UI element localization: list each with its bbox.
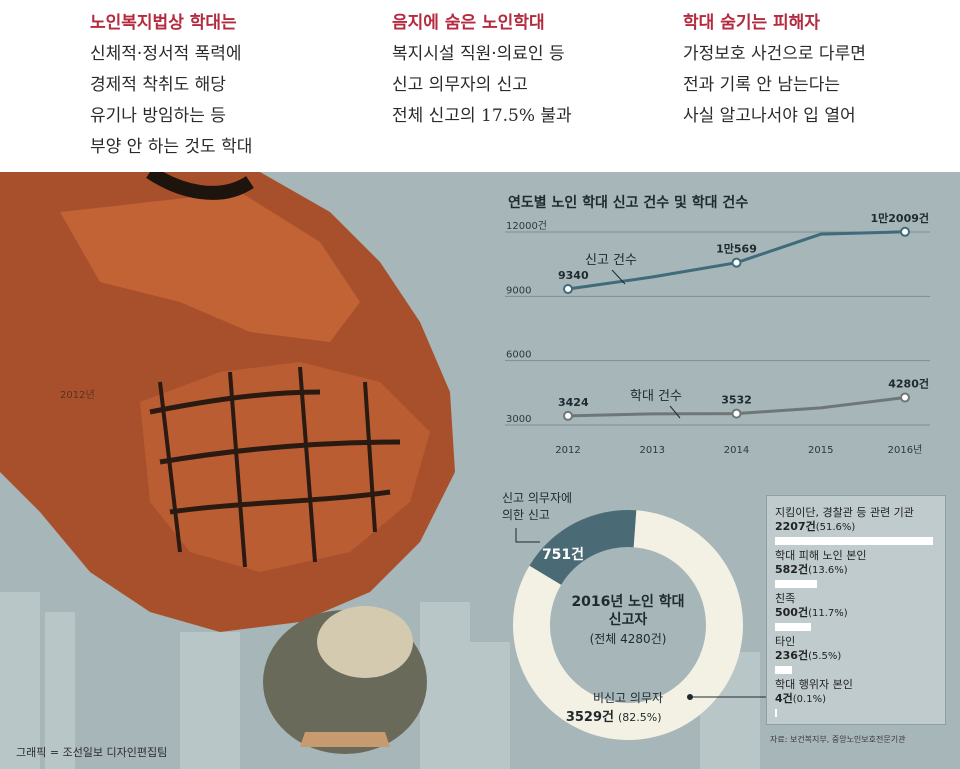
donut-slice	[529, 509, 637, 585]
column-line: 사실 알고나서야 입 열어	[683, 106, 856, 126]
y-tick-label: 12000건	[506, 220, 547, 232]
legend-bar	[775, 537, 933, 545]
legend-bar	[775, 709, 777, 717]
donut-slices	[513, 509, 743, 740]
legend-bar	[775, 623, 811, 631]
line-chart-title: 연도별 노인 학대 신고 건수 및 학대 건수	[508, 194, 748, 211]
legend-bar	[775, 580, 817, 588]
slice-value-nonreporter: 3529건	[566, 709, 614, 725]
header-column-2: 음지에 숨은 노인학대 복지시설 직원·의료인 등 신고 의무자의 신고 전체 …	[392, 8, 572, 132]
x-tick-labels: 2012 2013 2014 2015 2016년	[555, 444, 922, 456]
legend-item: 학대 피해 노인 본인 582건(13.6%)	[775, 549, 866, 578]
data-point	[731, 408, 742, 419]
column-title: 노인복지법상 학대는	[90, 13, 237, 33]
slice-name-reporter-line2: 의한 신고	[502, 508, 550, 522]
data-points	[563, 226, 910, 421]
data-label: 3532	[721, 394, 752, 407]
legend-item-name: 학대 행위자 본인	[775, 678, 853, 691]
series-name-reports: 신고 건수	[585, 253, 637, 268]
data-label: 4280건	[888, 377, 929, 391]
column-line: 복지시설 직원·의료인 등	[392, 44, 565, 64]
y-tick-label: 6000	[506, 350, 531, 361]
legend-item-name: 지킴이단, 경찰관 등 관련 기관	[775, 506, 914, 519]
header-column-1: 노인복지법상 학대는 신체적·정서적 폭력에 경제적 착취도 해당 유기나 방임…	[90, 8, 252, 163]
data-label: 1만2009건	[870, 211, 929, 225]
data-label: 1만569	[716, 242, 757, 256]
illustration: 2012년 연도별 노인 학대 신고 건수 및 학대 건수 12000건 9000…	[0, 172, 930, 769]
y-tick-label: 9000	[506, 285, 531, 296]
column-line: 부양 안 하는 것도 학대	[90, 137, 253, 157]
graphic-credit: 그래픽 = 조선일보 디자인편집팀	[16, 746, 168, 759]
column-line: 전체 신고의 17.5% 불과	[392, 106, 572, 126]
legend-item: 타인 236건(5.5%)	[775, 635, 841, 664]
column-line: 전과 기록 안 남는다는	[683, 75, 840, 95]
data-point	[563, 410, 573, 421]
infographic-panel: 2012년 연도별 노인 학대 신고 건수 및 학대 건수 12000건 9000…	[0, 172, 960, 769]
x-tick-label: 2013	[640, 445, 665, 456]
breakdown-legend: 지킴이단, 경찰관 등 관련 기관 2207건(51.6%) 학대 피해 노인 본인…	[766, 495, 946, 725]
source-note: 자료: 보건복지부, 중앙노인보호전문기관	[770, 735, 906, 744]
slice-pct-nonreporter: (82.5%)	[618, 711, 662, 724]
callout-line	[669, 405, 681, 419]
column-title: 음지에 숨은 노인학대	[392, 13, 545, 33]
legend-item-value: 582건(13.6%)	[775, 563, 848, 576]
slice-label-reporter: 751건	[542, 546, 584, 563]
donut-subtitle: (전체 4280건)	[590, 632, 667, 646]
legend-item: 지킴이단, 경찰관 등 관련 기관 2207건(51.6%)	[775, 506, 914, 535]
slice-name-reporter-line1: 신고 의무자에	[502, 491, 572, 505]
donut-slice	[513, 510, 743, 740]
data-point	[900, 226, 910, 237]
reporter-leader-line	[515, 528, 540, 543]
leader-dot	[687, 694, 693, 700]
legend-item-name: 학대 피해 노인 본인	[775, 549, 867, 562]
x-tick-label: 2014	[724, 445, 749, 456]
legend-item-name: 친족	[775, 592, 796, 605]
y-tick-labels: 12000건 9000 6000 3000	[506, 220, 547, 425]
donut-title-line1: 2016년 노인 학대	[571, 593, 684, 610]
column-line: 가정보호 사건으로 다루면	[683, 44, 866, 64]
slice-name-nonreporter: 비신고 의무자	[593, 691, 663, 705]
column-line: 유기나 방임하는 등	[90, 106, 226, 126]
legend-item-value: 500건(11.7%)	[775, 606, 848, 619]
column-line: 신체적·정서적 폭력에	[90, 44, 242, 64]
data-point	[900, 392, 910, 403]
legend-item: 친족 500건(11.7%)	[775, 592, 848, 621]
legend-item-name: 타인	[775, 635, 796, 648]
series-name-abuse: 학대 건수	[630, 389, 682, 404]
skyline-illustration	[0, 592, 760, 769]
data-label: 3424	[558, 396, 589, 409]
data-point	[563, 284, 573, 295]
header-column-3: 학대 숨기는 피해자 가정보호 사건으로 다루면 전과 기록 안 남는다는 사실…	[683, 8, 866, 132]
data-labels: 9340 1만569 1만2009건 3424 3532 4280건	[558, 211, 929, 409]
donut-title-line2: 신고자	[609, 612, 648, 628]
legend-item-value: 4건(0.1%)	[775, 692, 826, 705]
x-tick-label: 2016년	[888, 444, 923, 456]
y-tick-label: 3000	[506, 414, 531, 425]
data-label: 9340	[558, 269, 589, 282]
column-line: 경제적 착취도 해당	[90, 75, 226, 95]
callout-line	[611, 269, 626, 285]
legend-item-value: 236건(5.5%)	[775, 649, 842, 662]
legend-item: 학대 행위자 본인 4건(0.1%)	[775, 678, 853, 707]
x-tick-label: 2012	[555, 445, 580, 456]
line-chart: 연도별 노인 학대 신고 건수 및 학대 건수 12000건 9000 6000 30…	[505, 194, 930, 456]
legend-item-value: 2207건(51.6%)	[775, 520, 856, 533]
x-tick-label: 2015	[808, 445, 833, 456]
legend-bar	[775, 666, 792, 674]
donut-chart: 2016년 노인 학대 신고자 (전체 4280건) 751건 신고 의무자에 …	[502, 491, 767, 740]
column-title: 학대 숨기는 피해자	[683, 13, 820, 33]
year-tag: 2012년	[60, 389, 95, 401]
column-line: 신고 의무자의 신고	[392, 75, 528, 95]
header: 노인복지법상 학대는 신체적·정서적 폭력에 경제적 착취도 해당 유기나 방임…	[0, 0, 960, 172]
data-point	[731, 257, 742, 268]
elder-illustration	[263, 606, 427, 754]
fist-illustration	[0, 172, 455, 632]
